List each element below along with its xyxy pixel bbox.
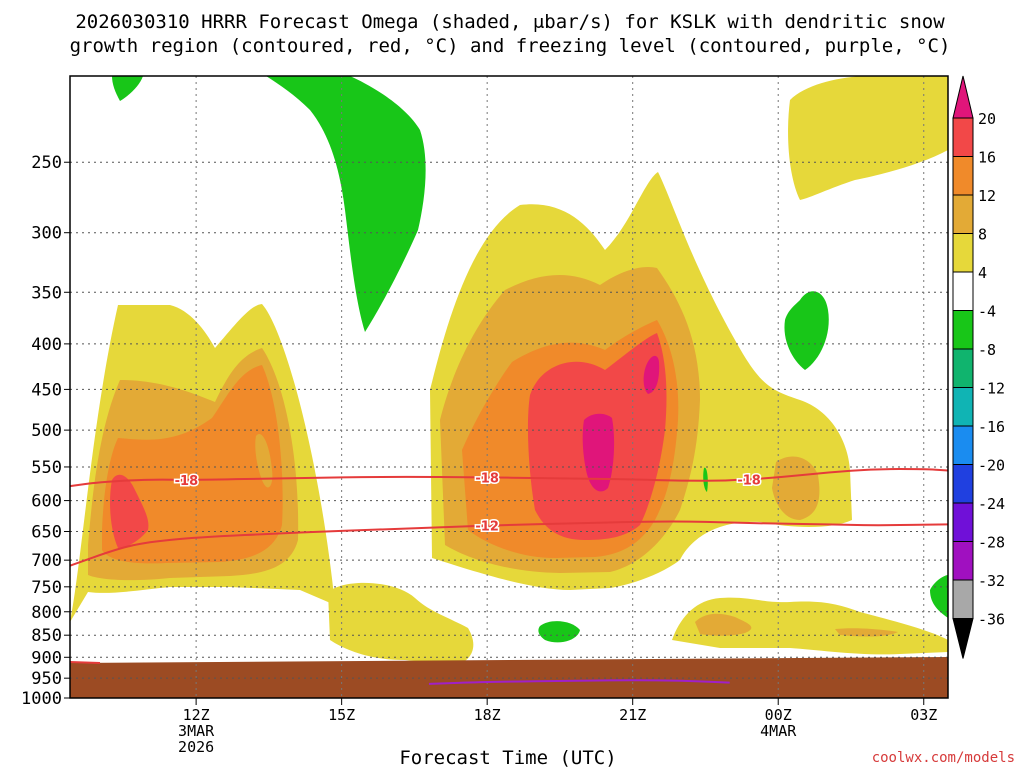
omega-level-20-region-1 [582,413,615,492]
colorbar-swatch-7 [952,387,974,427]
omega-neg-region-3 [784,291,829,370]
colorbar: 20 16 12 8 4 -4 -8 -12 -16 -20 -24 -28 -32 -36 [952,75,1005,659]
y-tick-label-300: 300 [31,224,62,244]
y-tick-label-450: 450 [31,380,62,400]
y-tick-label-550: 550 [31,458,62,478]
y-tick-label-250: 250 [31,153,62,173]
y-tick-label-750: 750 [31,578,62,598]
y-tick-label-900: 900 [31,648,62,668]
contour-label--18: -18 [475,471,499,486]
omega-level-neg4-shading [112,76,948,643]
x-tick-sublabel-00Z: 4MAR [760,722,797,740]
omega-neg-region-1 [112,76,143,101]
colorbar-label--36: -36 [978,611,1005,629]
terrain-fill [70,657,948,698]
omega-level-8-region-5 [772,456,820,520]
horizontal-gridlines [70,161,948,679]
chart-title-line1: 2026030310 HRRR Forecast Omega (shaded, … [75,11,945,33]
plot-frame [69,75,949,699]
colorbar-label--24: -24 [978,495,1005,513]
terrain-edge-mark [69,661,101,664]
y-tick-label-800: 800 [31,603,62,623]
x-axis-label: Forecast Time (UTC) [399,747,616,768]
colorbar-swatch-1 [952,156,974,196]
omega-level-16-region-1 [110,474,149,548]
colorbar-label--4: -4 [978,303,996,321]
colorbar-label-16: 16 [978,149,996,167]
y-tick-label-850: 850 [31,626,62,646]
colorbar-swatch-0 [952,117,974,157]
x-tick-label-12Z: 12Z [183,706,210,724]
colorbar-swatch-6 [952,348,974,388]
colorbar-label--32: -32 [978,572,1005,590]
y-tick-label-950: 950 [31,669,62,689]
contour-label--18: -18 [737,473,761,488]
colorbar-swatch-10 [952,502,974,542]
y-tick-label-700: 700 [31,551,62,571]
colorbar-label-8: 8 [978,226,987,244]
omega-region-3 [328,582,474,665]
omega-neg-region-5 [930,575,948,618]
contour-line--18 [69,468,949,488]
colorbar-swatch-11 [952,541,974,581]
x-tick-sublabel2-12Z: 2026 [178,738,214,756]
colorbar-swatch-3 [952,233,974,273]
colorbar-swatch-8 [952,425,974,465]
x-tick-label-21Z: 21Z [619,706,646,724]
omega-level-20-shading [582,355,660,492]
omega-neg-region-2 [266,76,426,332]
colorbar-bottom-arrow [952,618,974,659]
colorbar-swatch-12 [952,579,974,619]
x-tick-label-03Z: 03Z [910,706,937,724]
x-tick-label-18Z: 18Z [474,706,501,724]
x-tick-label-15Z: 15Z [328,706,355,724]
chart-title-line2: growth region (contoured, red, °C) and f… [70,35,951,57]
plot-area: -18 -18 -18 -12 [69,76,949,698]
colorbar-label--28: -28 [978,534,1005,552]
y-tick-label-1000: 1000 [21,689,62,709]
omega-region-5 [788,76,948,200]
y-tick-label-500: 500 [31,421,62,441]
colorbar-swatch-5 [952,310,974,350]
omega-level-12-region-3 [255,434,273,488]
omega-neg-region-4 [538,621,580,643]
colorbar-swatch-9 [952,464,974,504]
y-tick-label-650: 650 [31,523,62,543]
temperature-contours: -18 -18 -18 -12 [69,468,949,685]
omega-level-20-region-2 [643,355,660,394]
colorbar-swatch-2 [952,194,974,234]
y-tick-label-600: 600 [31,492,62,512]
omega-level-12-region-1 [102,365,283,564]
colorbar-label--8: -8 [978,341,996,359]
omega-region-4 [672,597,948,655]
contour-line--12 [69,520,949,567]
colorbar-label-4: 4 [978,264,987,282]
colorbar-label-20: 20 [978,110,996,128]
colorbar-label-12: 12 [978,187,996,205]
credit-text: coolwx.com/models [872,750,1015,766]
omega-level-8-region-3 [695,613,752,636]
x-tick-label-00Z: 00Z [765,706,792,724]
colorbar-label--12: -12 [978,380,1005,398]
y-tick-label-400: 400 [31,335,62,355]
colorbar-swatch-4 [952,271,974,311]
x-tick-sublabel-12Z: 3MAR [178,722,215,740]
y-tick-label-350: 350 [31,283,62,303]
omega-level-8-region-4 [835,628,898,637]
colorbar-label--20: -20 [978,457,1005,475]
contour-label--12: -12 [475,520,499,535]
contour-label--18: -18 [175,474,199,489]
contour-line-0 [428,679,730,685]
y-axis: 2503003504004505005506006507007508008509… [21,153,70,709]
colorbar-label--16: -16 [978,418,1005,436]
vertical-gridlines [195,76,925,698]
